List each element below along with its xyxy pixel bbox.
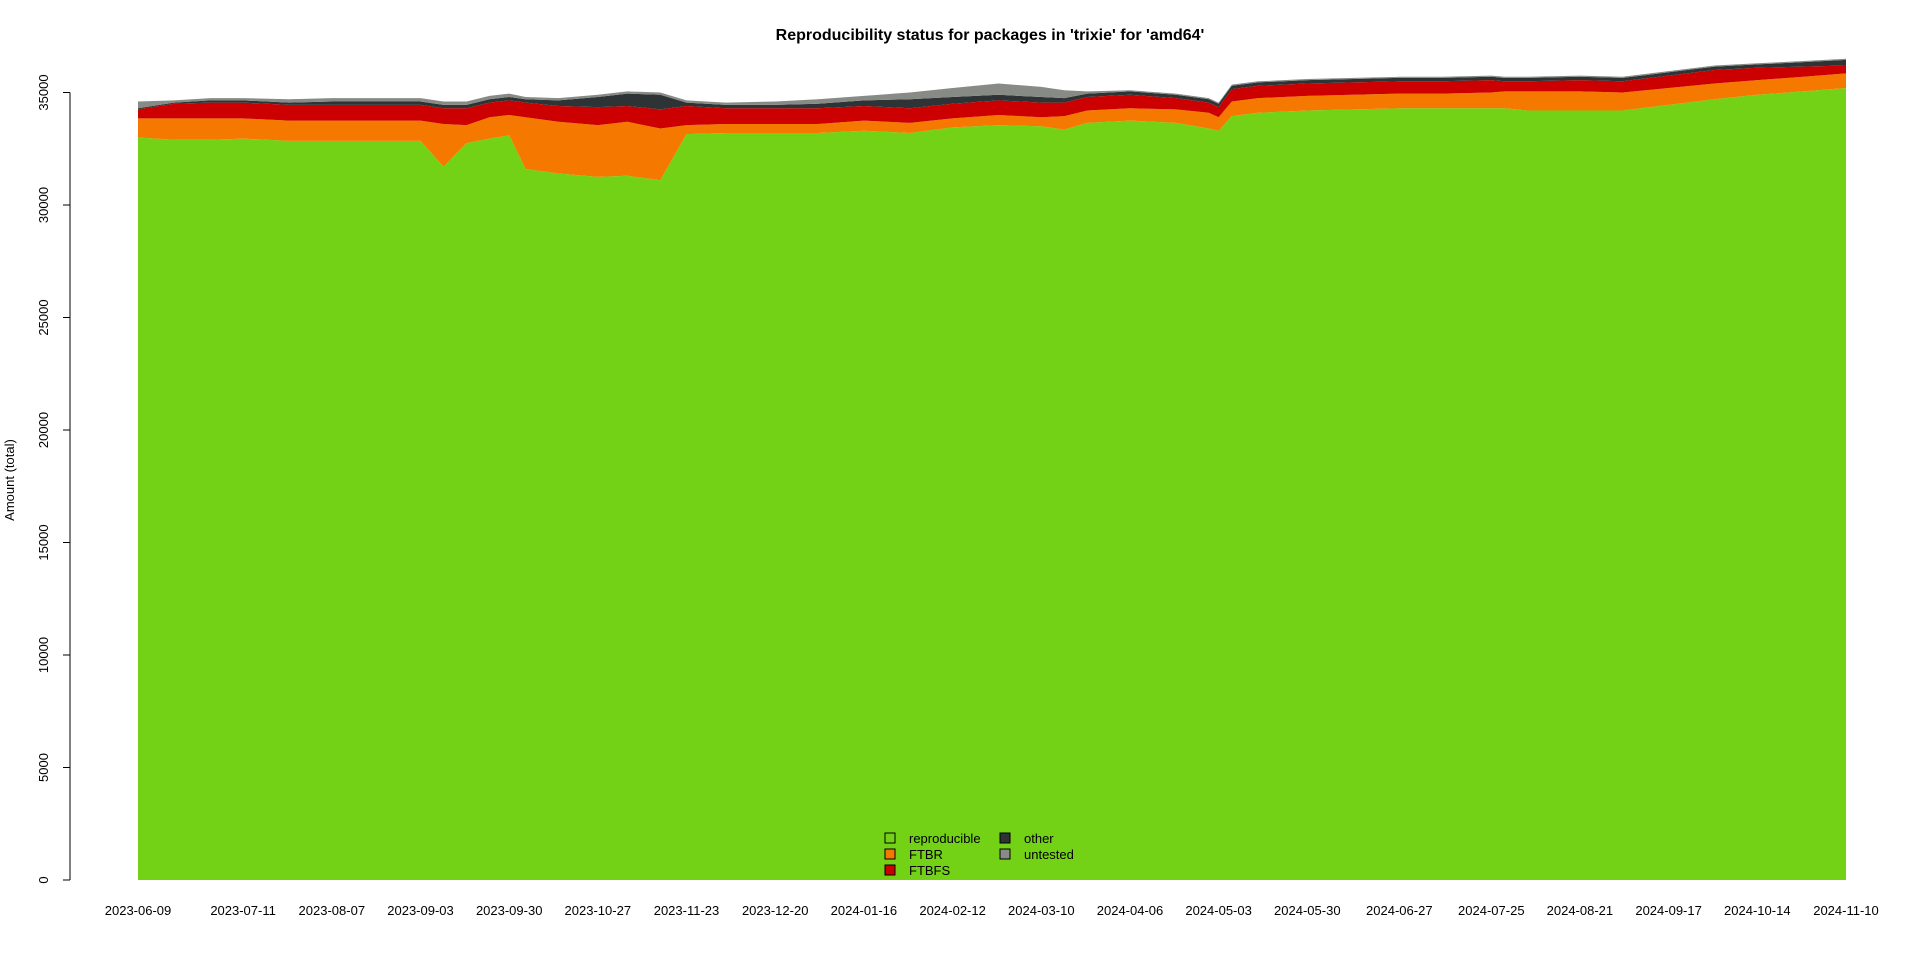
x-tick-label: 2024-10-14 <box>1724 903 1791 918</box>
x-tick-label: 2024-03-10 <box>1008 903 1075 918</box>
legend-item-reproducible: reproducible <box>884 831 981 846</box>
y-tick-label: 35000 <box>36 74 51 110</box>
plot-area <box>138 58 1846 880</box>
legend-item-untested: untested <box>999 847 1074 862</box>
x-tick-label: 2023-11-23 <box>654 903 720 918</box>
x-tick-label: 2023-10-27 <box>565 903 632 918</box>
area-other <box>138 59 1846 110</box>
legend-label: FTBR <box>909 847 943 862</box>
x-tick-label: 2023-06-09 <box>105 903 172 918</box>
x-tick-label: 2024-05-03 <box>1185 903 1252 918</box>
x-tick-label: 2024-04-06 <box>1097 903 1164 918</box>
y-tick-label: 20000 <box>36 412 51 448</box>
legend-item-ftbr: FTBR <box>884 847 943 862</box>
legend-label: reproducible <box>909 831 981 846</box>
x-tick-label: 2024-06-27 <box>1366 903 1433 918</box>
legend-item-ftbfs: FTBFS <box>884 863 950 878</box>
x-tick-label: 2023-12-20 <box>742 903 809 918</box>
legend-item-other: other <box>999 831 1054 846</box>
y-tick-label: 15000 <box>36 524 51 560</box>
x-tick-label: 2024-11-10 <box>1813 903 1879 918</box>
legend-label: FTBFS <box>909 863 950 878</box>
legend-swatch <box>884 832 896 844</box>
area-ftbfs <box>138 65 1846 129</box>
y-tick-label: 5000 <box>36 753 51 782</box>
x-tick-label: 2023-09-03 <box>387 903 454 918</box>
x-tick-label: 2024-08-21 <box>1547 903 1614 918</box>
y-axis: 0 5000 10000 15000 20000 25000 30000 35000 <box>36 74 71 884</box>
x-tick-label: 2023-08-07 <box>299 903 366 918</box>
legend-swatch <box>884 864 896 876</box>
x-tick-label: 2023-09-30 <box>476 903 543 918</box>
x-tick-label: 2024-05-30 <box>1274 903 1341 918</box>
y-tick-label: 25000 <box>36 299 51 335</box>
x-tick-label: 2024-09-17 <box>1635 903 1702 918</box>
y-axis-label: Amount (total) <box>2 439 17 521</box>
y-tick-label: 10000 <box>36 637 51 673</box>
legend-label: untested <box>1024 847 1074 862</box>
chart-title: Reproducibility status for packages in '… <box>776 27 1205 44</box>
legend-swatch <box>999 848 1011 860</box>
x-axis: 2023-06-09 2023-07-11 2023-08-07 2023-09-03… <box>105 903 1879 918</box>
x-tick-label: 2024-01-16 <box>831 903 898 918</box>
area-reproducible <box>138 88 1846 880</box>
y-tick-label: 0 <box>36 876 51 883</box>
area-ftbr <box>138 73 1846 181</box>
x-tick-label: 2024-02-12 <box>919 903 986 918</box>
x-tick-label: 2024-07-25 <box>1458 903 1525 918</box>
legend-swatch <box>884 848 896 860</box>
legend-swatch <box>999 832 1011 844</box>
legend-label: other <box>1024 831 1054 846</box>
x-tick-label: 2023-07-11 <box>210 903 276 918</box>
y-tick-label: 30000 <box>36 187 51 223</box>
